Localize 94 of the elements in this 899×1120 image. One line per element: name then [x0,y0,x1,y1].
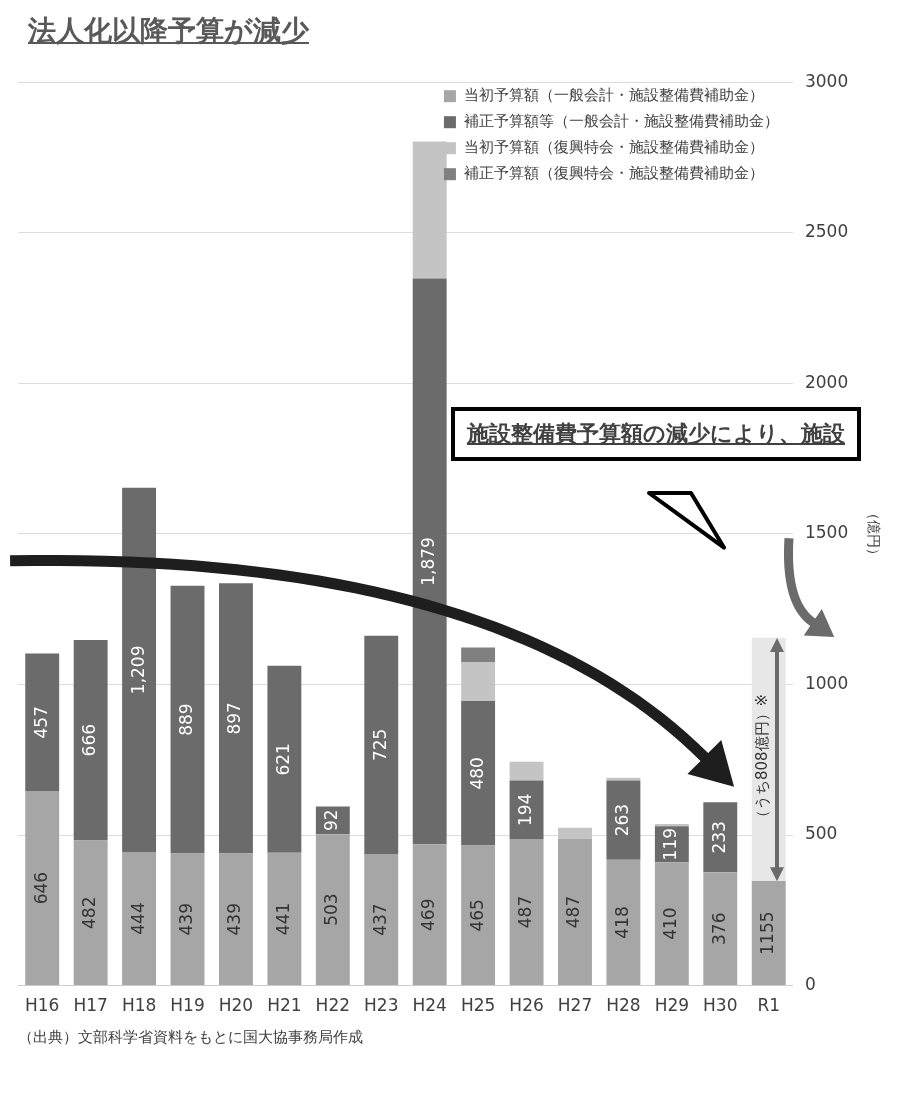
bar [73,639,108,841]
bar [461,647,496,662]
data-label: 457 [30,706,51,739]
data-label: 482 [79,896,100,929]
bar [73,840,108,986]
x-tick-label: H27 [557,995,593,1016]
bar [412,278,447,845]
x-tick-label: H29 [654,995,690,1016]
annotation: 施設整備費予算額の減少により、施設 [451,407,861,462]
data-label: 725 [369,728,390,762]
legend-label: 当初予算額（復興特会・施設整備費補助金） [463,138,764,157]
bar [558,838,592,986]
y-axis-title: （億円） [865,505,882,562]
data-label: 410 [660,907,681,940]
bar [219,583,253,854]
x-tick-label: H19 [170,995,205,1016]
y-tick-label: 2500 [804,221,849,242]
total-label: 1155 [757,911,778,955]
legend-label: 補正予算額等（一般会計・施設整備費補助金） [463,112,779,131]
y-tick-label: 1500 [804,522,849,543]
x-tick-label: H20 [218,995,254,1016]
bar [170,853,205,986]
bar [509,761,544,781]
data-label: 1,209 [127,645,148,695]
y-tick-label: 2000 [804,371,849,392]
data-label: 469 [418,898,439,931]
bar [509,838,544,986]
x-tick-label: H26 [509,995,544,1016]
bar [558,827,592,839]
bar [122,851,157,986]
y-tick-label: 1000 [804,672,849,693]
bar [703,872,738,986]
data-label: 376 [708,912,729,945]
x-tick-label: H30 [703,995,738,1016]
bar [219,853,253,986]
bar [122,487,157,852]
bar [315,834,350,986]
data-label: 889 [175,703,196,736]
data-label: 465 [466,899,487,932]
data-label: 487 [563,895,584,929]
x-tick-label: H28 [606,995,641,1016]
x-tick-label: R1 [757,995,781,1016]
data-label: 92 [321,809,342,832]
data-label: 480 [466,757,487,790]
data-label: 621 [272,743,293,776]
x-tick-label: H24 [412,995,447,1016]
bar [606,780,641,860]
data-label: 441 [272,902,293,936]
bar [703,802,738,873]
data-label: 439 [175,903,196,936]
bar [25,653,60,792]
x-tick-label: H23 [364,995,399,1016]
x-tick-label: H18 [121,995,157,1016]
x-tick-label: H17 [73,995,108,1016]
x-tick-label: H22 [315,995,351,1016]
data-label: 646 [30,871,51,905]
data-label: 439 [224,903,245,936]
bar [461,845,496,986]
bar [461,661,496,702]
legend-label: 当初予算額（一般会計・施設整備費補助金） [463,86,764,105]
data-label: 263 [611,803,632,837]
data-label: 444 [127,902,148,935]
data-label: 194 [514,793,535,826]
data-label: 418 [611,906,632,939]
chart-title: 法人化以降予算が減少 [27,13,310,49]
text: （出典）文部科学省資料をもとに国大協事務局作成 [17,1027,364,1047]
bar [25,791,60,986]
bar [606,777,641,781]
bar [170,585,205,854]
legend-label: 補正予算額（復興特会・施設整備費補助金） [463,164,764,183]
data-label: 233 [708,821,729,854]
bar [412,844,447,986]
y-tick-label: 3000 [804,70,849,91]
data-label: 503 [321,893,342,926]
bar [364,635,399,855]
bar [751,881,786,986]
x-tick-label: H25 [460,995,496,1016]
y-tick-label: 0 [804,974,816,995]
bar [606,859,641,986]
data-label: 119 [660,827,681,861]
y-tick-label: 500 [804,823,838,844]
data-label: 666 [79,723,100,757]
data-label: 487 [514,895,535,929]
data-label: 1,879 [418,537,439,586]
annotation: （うち808億円）※ [753,693,772,826]
bar [364,854,399,986]
bar [267,665,302,853]
x-tick-label: H21 [267,995,302,1016]
bar [654,862,689,986]
data-label: 437 [369,903,390,936]
data-label: 897 [224,702,245,735]
bar [267,852,302,986]
x-tick-label: H16 [25,995,60,1016]
bar [461,701,496,846]
